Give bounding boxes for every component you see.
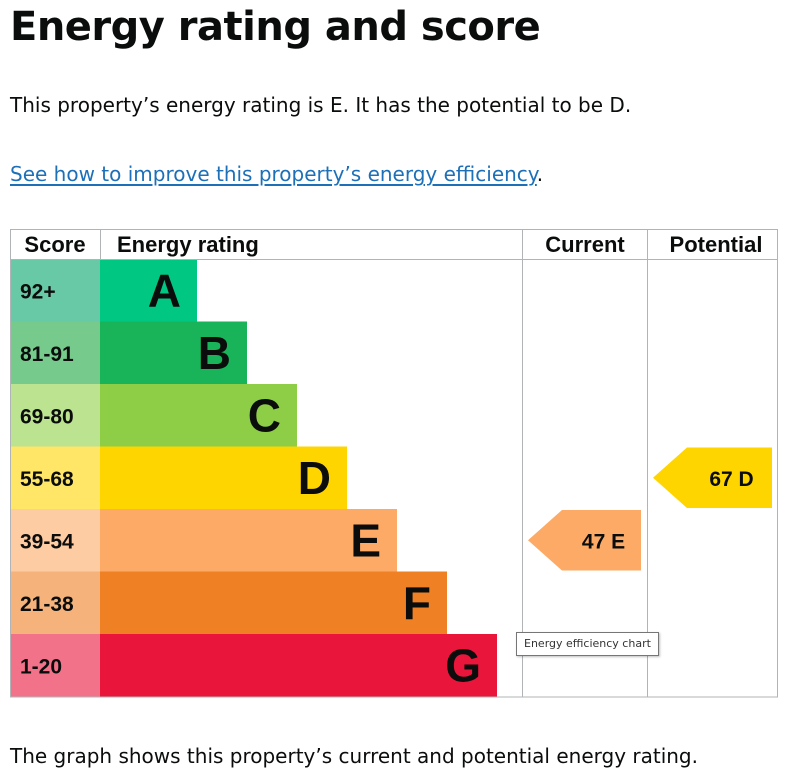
rating-letter-b: B xyxy=(198,327,231,379)
chart-border xyxy=(10,229,778,698)
header-current: Current xyxy=(545,232,625,257)
score-cell-f xyxy=(10,571,100,634)
score-cell-c xyxy=(10,384,100,447)
chart-tooltip: Energy efficiency chart xyxy=(516,632,659,656)
score-range-c: 69-80 xyxy=(20,405,74,428)
rating-bar-a xyxy=(100,259,197,322)
rating-letter-d: D xyxy=(298,452,331,504)
rating-bar-b xyxy=(100,321,247,384)
rating-bar-d xyxy=(100,446,347,509)
rating-bar-f xyxy=(100,571,447,634)
score-cell-a xyxy=(10,259,100,322)
score-cell-d xyxy=(10,446,100,509)
potential-rating-marker-label: 67 D xyxy=(709,468,753,491)
improve-efficiency-link[interactable]: See how to improve this property’s energ… xyxy=(10,162,537,186)
link-suffix: . xyxy=(536,162,544,186)
rating-letter-e: E xyxy=(350,514,381,566)
potential-rating-marker xyxy=(653,447,772,508)
rating-summary: This property’s energy rating is E. It h… xyxy=(10,93,632,117)
energy-efficiency-chart: Score Energy rating Current Potential 92+ A 81… xyxy=(10,229,778,698)
page-title: Energy rating and score xyxy=(10,4,541,50)
header-energy-rating: Energy rating xyxy=(117,232,259,257)
rating-letter-c: C xyxy=(248,389,281,441)
rating-letter-f: F xyxy=(403,577,431,629)
current-rating-marker-label: 47 E xyxy=(582,530,625,553)
improve-link-line: See how to improve this property’s energ… xyxy=(10,162,543,186)
header-potential: Potential xyxy=(670,232,763,257)
score-cell-g xyxy=(10,634,100,697)
score-cell-e xyxy=(10,509,100,572)
rating-letter-g: G xyxy=(445,639,481,691)
score-range-e: 39-54 xyxy=(20,530,74,553)
current-rating-marker xyxy=(528,510,641,571)
rating-bar-c xyxy=(100,384,297,447)
score-cell-b xyxy=(10,321,100,384)
score-range-d: 55-68 xyxy=(20,468,74,491)
score-range-a: 92+ xyxy=(20,280,56,303)
chart-caption: The graph shows this property’s current … xyxy=(10,744,698,768)
rating-bar-g xyxy=(100,634,497,697)
score-range-b: 81-91 xyxy=(20,343,74,366)
score-range-g: 1-20 xyxy=(20,655,62,678)
score-range-f: 21-38 xyxy=(20,593,74,616)
rating-letter-a: A xyxy=(148,264,181,316)
rating-bar-e xyxy=(100,509,397,572)
header-score: Score xyxy=(24,232,85,257)
